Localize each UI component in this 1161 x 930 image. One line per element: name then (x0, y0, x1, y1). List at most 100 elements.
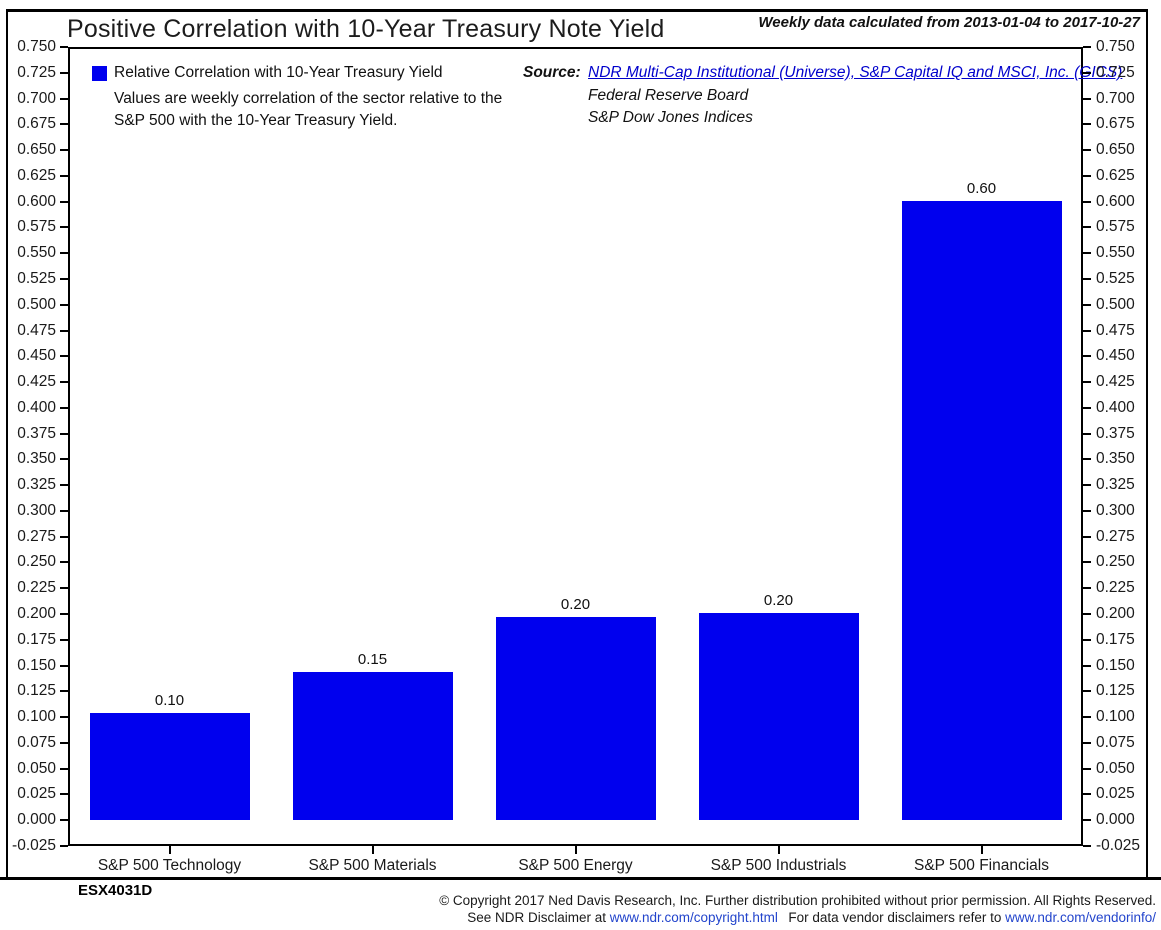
y-axis-label-right: 0.100 (1096, 708, 1135, 726)
y-axis-tick-left (60, 432, 68, 435)
y-axis-tick-left (60, 71, 68, 74)
y-axis-label-left: 0.025 (17, 785, 56, 803)
y-axis-label-left: 0.150 (17, 656, 56, 674)
y-axis-tick-right (1083, 406, 1091, 409)
y-axis-tick-right (1083, 71, 1091, 74)
y-axis-label-right: 0.550 (1096, 244, 1135, 262)
y-axis-label-left: 0.625 (17, 166, 56, 184)
y-axis-tick-right (1083, 587, 1091, 590)
y-axis-tick-left (60, 252, 68, 255)
y-axis-label-left: 0.425 (17, 373, 56, 391)
bar-s-p-500-materials (292, 671, 453, 821)
y-axis-tick-right (1083, 355, 1091, 358)
bar-value-label: 0.20 (560, 596, 591, 614)
y-axis-tick-right (1083, 97, 1091, 100)
y-axis-label-left: -0.025 (12, 837, 56, 854)
y-axis-tick-left (60, 46, 68, 48)
y-axis-tick-right (1083, 716, 1091, 719)
y-axis-tick-right (1083, 329, 1091, 332)
y-axis-label-left: 0.575 (17, 218, 56, 236)
y-axis-label-right: 0.025 (1096, 785, 1135, 803)
y-axis-tick-right (1083, 819, 1091, 822)
y-axis-tick-right (1083, 458, 1091, 461)
x-axis-tick (777, 846, 780, 854)
y-axis-tick-left (60, 174, 68, 177)
y-axis-tick-left (60, 613, 68, 616)
y-axis-label-right: 0.400 (1096, 398, 1135, 416)
y-axis-label-right: 0.350 (1096, 450, 1135, 468)
disclaimer-prefix: See NDR Disclaimer at (467, 910, 610, 925)
y-axis-label-left: 0.350 (17, 450, 56, 468)
y-axis-tick-right (1083, 303, 1091, 306)
y-axis-tick-left (60, 277, 68, 280)
y-axis-tick-right (1083, 690, 1091, 693)
y-axis-label-left: 0.250 (17, 553, 56, 571)
y-axis-tick-left (60, 741, 68, 744)
y-axis-tick-right (1083, 174, 1091, 177)
y-axis-tick-left (60, 200, 68, 203)
bar-s-p-500-financials (901, 200, 1062, 821)
y-axis-label-left: 0.725 (17, 63, 56, 81)
y-axis-tick-left (60, 561, 68, 564)
disclaimer-middle: For data vendor disclaimers refer to (777, 910, 1006, 925)
date-range-note: Weekly data calculated from 2013-01-04 t… (758, 14, 1140, 31)
y-axis-tick-right (1083, 46, 1091, 48)
y-axis-label-right: 0.200 (1096, 605, 1135, 623)
y-axis-label-left: 0.550 (17, 244, 56, 262)
y-axis-label-right: 0.500 (1096, 295, 1135, 313)
y-axis-label-right: 0.425 (1096, 373, 1135, 391)
y-axis-label-right: 0.325 (1096, 476, 1135, 494)
y-axis-tick-right (1083, 200, 1091, 203)
y-axis-tick-right (1083, 381, 1091, 384)
x-category-label-s-p-500-materials: S&P 500 Materials (308, 857, 437, 874)
y-axis-label-left: 0.050 (17, 759, 56, 777)
y-axis-tick-left (60, 638, 68, 641)
y-axis-label-left: 0.175 (17, 630, 56, 648)
y-axis-tick-left (60, 716, 68, 719)
y-axis-tick-left (60, 845, 68, 847)
y-axis-tick-left (60, 406, 68, 409)
bar-value-label: 0.20 (763, 592, 794, 609)
y-axis-tick-left (60, 793, 68, 796)
y-axis-label-left: 0.600 (17, 192, 56, 210)
x-category-label-s-p-500-industrials: S&P 500 Industrials (710, 857, 847, 874)
y-axis-label-right: 0.150 (1096, 656, 1135, 674)
y-axis-tick-left (60, 97, 68, 100)
y-axis-label-right: 0.600 (1096, 192, 1135, 210)
y-axis-tick-right (1083, 484, 1091, 487)
x-axis-tick (168, 846, 171, 854)
y-axis-label-left: 0.375 (17, 424, 56, 442)
x-axis-tick (980, 846, 983, 854)
y-axis-label-right: 0.650 (1096, 141, 1135, 159)
y-axis-tick-left (60, 226, 68, 229)
y-axis-tick-left (60, 458, 68, 461)
y-axis-label-left: 0.225 (17, 579, 56, 597)
source-label: Source: (523, 64, 581, 81)
y-axis-label-left: 0.200 (17, 605, 56, 623)
y-axis-label-left: 0.450 (17, 347, 56, 365)
bar-s-p-500-technology (89, 713, 250, 821)
y-axis-label-right: 0.225 (1096, 579, 1135, 597)
y-axis-tick-right (1083, 226, 1091, 229)
y-axis-label-left: 0.325 (17, 476, 56, 494)
x-category-label-s-p-500-technology: S&P 500 Technology (97, 857, 242, 874)
y-axis-label-right: 0.125 (1096, 682, 1135, 700)
y-axis-label-right: 0.000 (1096, 811, 1135, 829)
y-axis-label-right: 0.450 (1096, 347, 1135, 365)
y-axis-tick-right (1083, 432, 1091, 435)
legend-label: Relative Correlation with 10-Year Treasu… (114, 64, 443, 81)
source-link[interactable]: NDR Multi-Cap Institutional (Universe), … (588, 64, 1123, 81)
copyright-url-link[interactable]: www.ndr.com/copyright.html (609, 910, 778, 925)
y-axis-label-right: 0.725 (1096, 63, 1135, 81)
bar-value-label: 0.60 (966, 179, 997, 197)
x-category-label-s-p-500-energy: S&P 500 Energy (518, 857, 633, 874)
y-axis-label-left: 0.750 (17, 38, 56, 55)
y-axis-tick-right (1083, 277, 1091, 280)
vendorinfo-url-link[interactable]: www.ndr.com/vendorinfo/ (1005, 910, 1156, 925)
y-axis-label-left: 0.075 (17, 733, 56, 751)
y-axis-label-left: 0.500 (17, 295, 56, 313)
bottom-divider (0, 877, 1161, 880)
chart-id: ESX4031D (78, 882, 153, 899)
y-axis-label-left: 0.700 (17, 89, 56, 107)
bar-value-label: 0.15 (357, 650, 388, 668)
